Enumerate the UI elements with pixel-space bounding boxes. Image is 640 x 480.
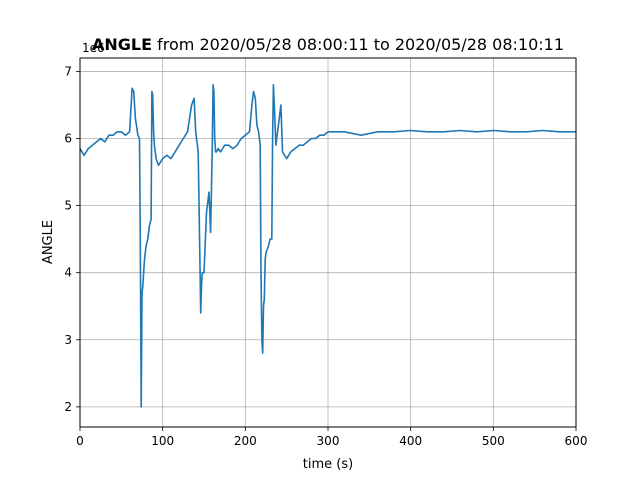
chart-title: ANGLE from 2020/05/28 08:00:11 to 2020/0… <box>92 35 564 54</box>
chart-title-rest: from 2020/05/28 08:00:11 to 2020/05/28 0… <box>152 35 564 54</box>
x-tick-label: 200 <box>234 434 257 448</box>
plot-frame <box>79 57 577 428</box>
x-tick-label: 600 <box>565 434 588 448</box>
y-tick-label: 2 <box>64 400 72 414</box>
y-offset-label: 1e6 <box>82 41 105 55</box>
y-tick-label: 7 <box>64 64 72 78</box>
series-layer <box>79 84 576 408</box>
x-tick-label: 400 <box>399 434 422 448</box>
y-tick-label: 3 <box>64 333 72 347</box>
y-axis-label: ANGLE <box>41 220 56 264</box>
y-tick-label: 5 <box>64 199 72 213</box>
x-tick-label: 300 <box>317 434 340 448</box>
x-tick-label: 0 <box>76 434 84 448</box>
chart-title-bold: ANGLE <box>92 35 152 54</box>
x-tick-label: 100 <box>151 434 174 448</box>
x-axis-label: time (s) <box>303 457 353 472</box>
x-tick-label: 500 <box>482 434 505 448</box>
y-tick-label: 4 <box>64 266 72 280</box>
y-tick-label: 6 <box>64 132 72 146</box>
axis-ticks: 0 100 200 300 400 500 600 2 3 4 5 6 7 <box>64 64 587 448</box>
angle-series-line <box>79 84 576 408</box>
grid-lines <box>79 58 577 427</box>
